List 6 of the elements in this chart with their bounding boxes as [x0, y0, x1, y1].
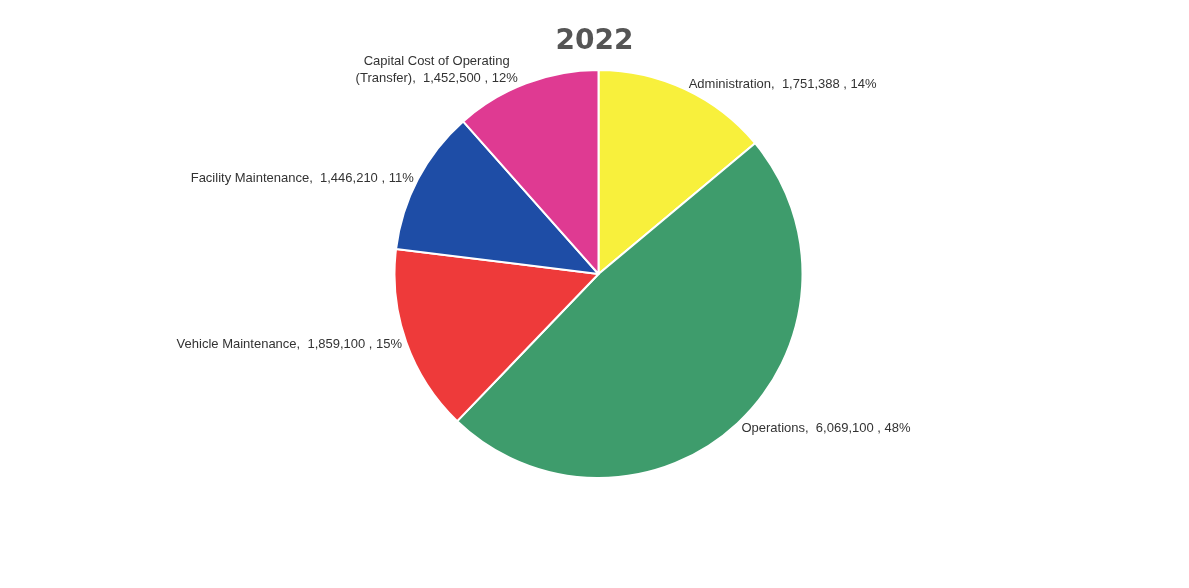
slice-label: Capital Cost of Operating (Transfer), 1,452,500 , 12%: [355, 53, 519, 86]
slice-label: Administration, 1,751,388 , 14%: [688, 75, 877, 91]
slice-label: Vehicle Maintenance, 1,859,100 , 15%: [176, 335, 403, 351]
slice-label: Facility Maintenance, 1,446,210 , 11%: [190, 169, 415, 185]
slice-label: Operations, 6,069,100 , 48%: [741, 419, 911, 435]
chart-title: 2022: [555, 23, 634, 56]
